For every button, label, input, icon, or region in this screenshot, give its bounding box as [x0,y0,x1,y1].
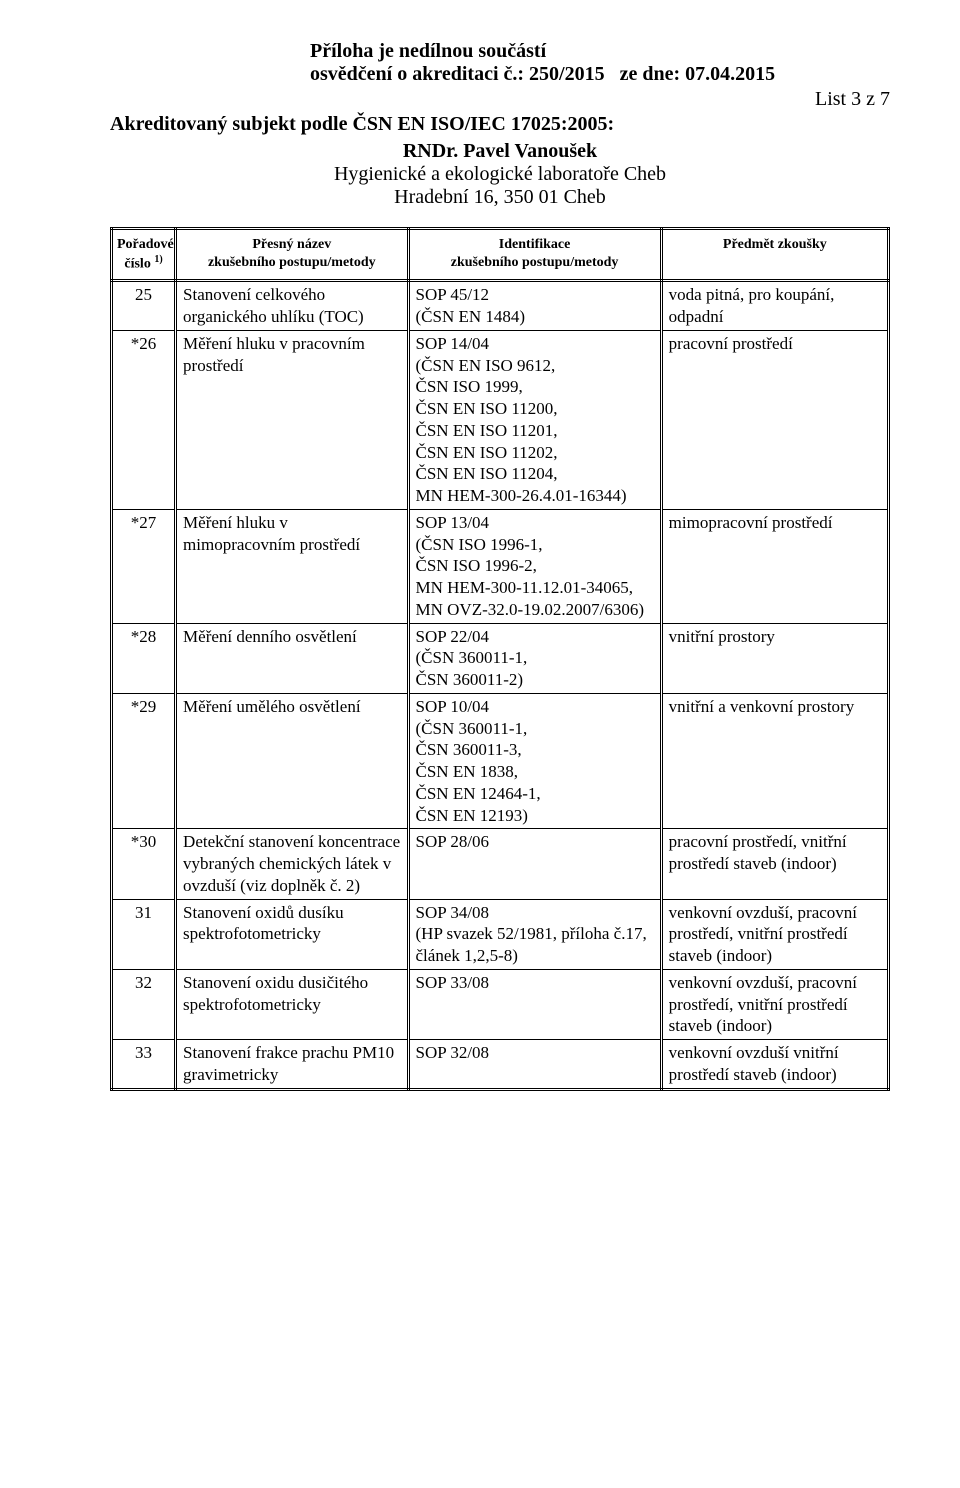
table-row: 32Stanovení oxidu dusičitého spektrofoto… [112,969,889,1039]
table-row: *27Měření hluku v mimopracovním prostřed… [112,509,889,623]
cell-subject: venkovní ovzduší, pracovní prostředí, vn… [661,969,888,1039]
table-row: *30Detekční stanovení koncentrace vybran… [112,829,889,899]
cell-identification: SOP 10/04 (ČSN 360011-1, ČSN 360011-3, Č… [408,693,661,829]
cell-identification: SOP 45/12 (ČSN EN 1484) [408,281,661,331]
cell-number: *26 [112,330,176,509]
cell-identification: SOP 34/08 (HP svazek 52/1981, příloha č.… [408,899,661,969]
cell-number: 25 [112,281,176,331]
lab-address: Hradební 16, 350 01 Cheb [110,186,890,209]
cell-name: Stanovení oxidu dusičitého spektrofotome… [176,969,408,1039]
col3-l2: zkušebního postupu/metody [451,255,619,270]
table-row: *28Měření denního osvětleníSOP 22/04 (ČS… [112,623,889,693]
table-row: 31Stanovení oxidů dusíku spektrofotometr… [112,899,889,969]
header-block: Příloha je nedílnou součástí osvědčení o… [310,40,890,86]
cell-subject: pracovní prostředí, vnitřní prostředí st… [661,829,888,899]
cell-name: Měření hluku v mimopracovním prostředí [176,509,408,623]
cell-number: *28 [112,623,176,693]
author-name: RNDr. Pavel Vanoušek [110,140,890,163]
cell-name: Stanovení celkového organického uhlíku (… [176,281,408,331]
header-line-2: osvědčení o akreditaci č.: 250/2015 ze d… [310,63,890,86]
cell-identification: SOP 33/08 [408,969,661,1039]
cell-name: Stanovení oxidů dusíku spektrofotometric… [176,899,408,969]
cell-subject: venkovní ovzduší, pracovní prostředí, vn… [661,899,888,969]
col1-sup: 1) [154,254,162,265]
table-row: *29Měření umělého osvětleníSOP 10/04 (ČS… [112,693,889,829]
col-header-name: Přesný název zkušebního postupu/metody [176,229,408,281]
cell-name: Měření hluku v pracovním prostředí [176,330,408,509]
cell-identification: SOP 14/04 (ČSN EN ISO 9612, ČSN ISO 1999… [408,330,661,509]
col1-l1: Pořadové [117,237,174,252]
accredited-subject: Akreditovaný subjekt podle ČSN EN ISO/IE… [110,113,890,136]
cell-subject: pracovní prostředí [661,330,888,509]
header-line-1: Příloha je nedílnou součástí [310,40,890,63]
cell-number: *30 [112,829,176,899]
col2-l2: zkušebního postupu/metody [208,255,376,270]
cell-number: 31 [112,899,176,969]
col-header-number: Pořadové číslo 1) [112,229,176,281]
cell-subject: venkovní ovzduší vnitřní prostředí stave… [661,1040,888,1090]
cell-identification: SOP 28/06 [408,829,661,899]
cell-identification: SOP 22/04 (ČSN 360011-1, ČSN 360011-2) [408,623,661,693]
page: Příloha je nedílnou součástí osvědčení o… [0,0,960,1488]
table-row: 25Stanovení celkového organického uhlíku… [112,281,889,331]
lab-name: Hygienické a ekologické laboratoře Cheb [110,163,890,186]
cell-identification: SOP 32/08 [408,1040,661,1090]
cell-subject: mimopracovní prostředí [661,509,888,623]
methods-table: Pořadové číslo 1) Přesný název zkušebníh… [110,227,890,1091]
col3-l1: Identifikace [499,237,571,252]
cell-name: Měření umělého osvětlení [176,693,408,829]
col1-l2: číslo [124,257,150,272]
table-header-row: Pořadové číslo 1) Přesný název zkušebníh… [112,229,889,281]
col4-l1: Předmět zkoušky [723,237,827,252]
cell-identification: SOP 13/04 (ČSN ISO 1996-1, ČSN ISO 1996-… [408,509,661,623]
cell-subject: voda pitná, pro koupání, odpadní [661,281,888,331]
cell-subject: vnitřní a venkovní prostory [661,693,888,829]
cert-number: osvědčení o akreditaci č.: 250/2015 [310,63,605,85]
cell-subject: vnitřní prostory [661,623,888,693]
cell-number: 33 [112,1040,176,1090]
cell-name: Stanovení frakce prachu PM10 gravimetric… [176,1040,408,1090]
cert-date: ze dne: 07.04.2015 [620,63,776,85]
col-header-subject: Předmět zkoušky [661,229,888,281]
col-header-id: Identifikace zkušebního postupu/metody [408,229,661,281]
col2-l1: Přesný název [252,237,331,252]
cell-name: Měření denního osvětlení [176,623,408,693]
cell-number: *27 [112,509,176,623]
page-number: List 3 z 7 [110,88,890,111]
table-body: 25Stanovení celkového organického uhlíku… [112,281,889,1089]
cell-name: Detekční stanovení koncentrace vybraných… [176,829,408,899]
cell-number: 32 [112,969,176,1039]
table-row: 33Stanovení frakce prachu PM10 gravimetr… [112,1040,889,1090]
cell-number: *29 [112,693,176,829]
table-row: *26Měření hluku v pracovním prostředíSOP… [112,330,889,509]
